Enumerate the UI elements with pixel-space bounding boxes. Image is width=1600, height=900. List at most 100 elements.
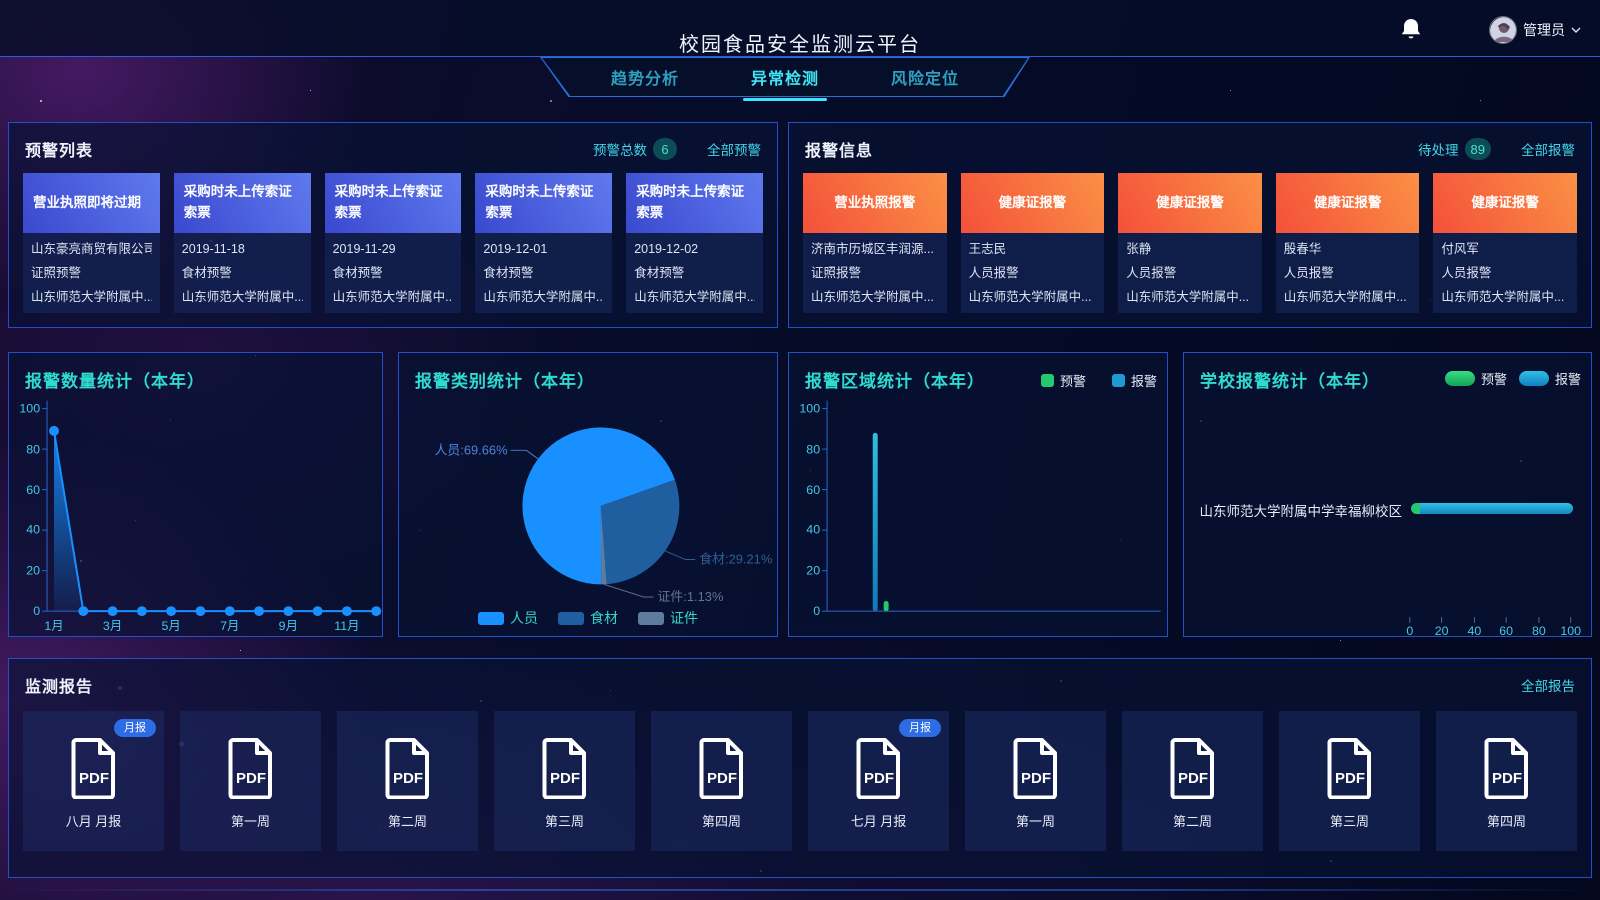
report-card[interactable]: PDF 第二周 — [337, 711, 478, 851]
report-card[interactable]: 月报 PDF 八月 月报 — [23, 711, 164, 851]
alarm-panel-title: 报警信息 — [805, 143, 874, 160]
app-header: 校园食品安全监测云平台 管理员 — [0, 0, 1600, 57]
alarm-count-chart-panel: 报警数量统计（本年） 0 20 40 60 80 100 1月 — [8, 352, 383, 637]
warning-card-line2: 证照预警 — [31, 266, 82, 280]
monthly-badge: 月报 — [114, 719, 156, 737]
main-tabs: 趋势分析 异常检测 风险定位 — [540, 57, 1030, 101]
user-name: 管理员 — [1523, 22, 1565, 38]
svg-text:PDF: PDF — [236, 770, 266, 787]
svg-text:80: 80 — [26, 442, 40, 456]
report-card[interactable]: PDF 第三周 — [494, 711, 635, 851]
warning-card-title: 采购时未上传索证索票 — [626, 173, 763, 233]
alarm-card-line1: 济南市历城区丰润源... — [811, 242, 934, 256]
alarm-card[interactable]: 健康证报警 殷春华 人员报警 山东师范大学附属中... — [1275, 173, 1420, 313]
warning-card-title: 采购时未上传索证索票 — [324, 173, 462, 233]
legend-label: 报警 — [1130, 374, 1157, 389]
pie-legend: 人员 食材 证件 — [399, 608, 777, 628]
report-card[interactable]: PDF 第二周 — [1122, 711, 1263, 851]
svg-text:0: 0 — [33, 604, 40, 618]
svg-text:PDF: PDF — [1021, 770, 1051, 787]
legend-item-warning[interactable]: 预警 — [1040, 371, 1086, 390]
school-alarm-chart-panel: 学校报警统计（本年） 预警 报警 山东师范大学附属中学幸福柳校区 0 20 40… — [1183, 352, 1592, 637]
alarm-category-chart-panel: 报警类别统计（本年） 人员:69.66% 食材:29.21% 证件:1.13% … — [398, 352, 778, 637]
alarm-card[interactable]: 健康证报警 付风军 人员报警 山东师范大学附属中... — [1433, 173, 1577, 313]
svg-text:PDF: PDF — [393, 770, 423, 787]
legend-item-alarm[interactable]: 报警 — [1518, 369, 1581, 388]
alarm-card[interactable]: 健康证报警 王志民 人员报警 山东师范大学附属中... — [960, 173, 1105, 313]
report-label: 八月 月报 — [65, 814, 122, 829]
warning-card[interactable]: 采购时未上传索证索票 2019-12-01 食材预警 山东师范大学附属中... — [475, 173, 613, 313]
all-warnings-link[interactable]: 全部预警 — [707, 143, 761, 158]
warning-card-line3: 山东师范大学附属中... — [634, 290, 755, 304]
alarm-card-line2: 证照报警 — [811, 266, 862, 280]
alarm-card-line3: 山东师范大学附属中... — [1283, 290, 1407, 304]
pdf-icon: PDF — [71, 738, 115, 799]
svg-text:PDF: PDF — [1335, 770, 1365, 787]
tab-risk-location[interactable]: 风险定位 — [891, 71, 960, 88]
report-card[interactable]: PDF 第一周 — [180, 711, 321, 851]
warning-card[interactable]: 采购时未上传索证索票 2019-12-02 食材预警 山东师范大学附属中... — [626, 173, 763, 313]
alarm-card-title: 营业执照报警 — [803, 173, 947, 233]
alarm-count-area-chart: 0 20 40 60 80 100 1月 3月 5月 7月 9月 11月 — [19, 400, 382, 633]
legend-item-personnel[interactable]: 人员 — [478, 608, 538, 628]
pdf-icon: PDF — [1170, 738, 1214, 799]
svg-text:9月: 9月 — [279, 619, 298, 633]
alarm-card-line1: 张静 — [1126, 242, 1152, 256]
tab-anomaly-detection-label: 异常检测 — [750, 71, 819, 88]
warning-card-line1: 2019-12-01 — [483, 242, 548, 256]
user-menu[interactable]: 管理员 — [1489, 14, 1581, 46]
alarm-card-line1: 付风军 — [1441, 242, 1479, 256]
warning-count-badge: 6 — [653, 138, 677, 160]
alarm-region-chart-panel: 报警区域统计（本年） 预警 报警 0 20 40 60 80 100 — [788, 352, 1168, 637]
all-reports-link[interactable]: 全部报告 — [1521, 679, 1575, 694]
svg-text:20: 20 — [806, 563, 820, 577]
tab-trend-analysis[interactable]: 趋势分析 — [610, 71, 679, 88]
region-chart-legend: 预警 报警 — [1040, 371, 1157, 390]
bar-segment-warning — [1411, 503, 1420, 514]
report-card[interactable]: PDF 第四周 — [651, 711, 792, 851]
pdf-icon: PDF — [228, 738, 272, 799]
report-card[interactable]: PDF 第三周 — [1279, 711, 1420, 851]
report-card[interactable]: 月报 PDF 七月 月报 — [808, 711, 949, 851]
legend-item-certificates[interactable]: 证件 — [638, 608, 698, 628]
alarm-card[interactable]: 营业执照报警 济南市历城区丰润源... 证照报警 山东师范大学附属中... — [803, 173, 947, 313]
legend-item-alarm[interactable]: 报警 — [1111, 371, 1157, 390]
monitoring-reports-panel: 监测报告 全部报告 月报 PDF 八月 月报 PDF 第一周 — [8, 658, 1592, 878]
alarm-card-line1: 殷春华 — [1283, 242, 1322, 256]
alarm-card-title: 健康证报警 — [1118, 173, 1262, 233]
legend-item-ingredients[interactable]: 食材 — [558, 608, 618, 628]
warning-card[interactable]: 采购时未上传索证索票 2019-11-18 食材预警 山东师范大学附属中... — [173, 173, 311, 313]
avatar — [1489, 16, 1517, 44]
warning-card-title: 营业执照即将过期 — [23, 173, 160, 233]
svg-text:60: 60 — [26, 483, 40, 497]
legend-label: 报警 — [1554, 372, 1581, 387]
alarm-card-title: 健康证报警 — [1275, 173, 1420, 233]
warning-panel-title: 预警列表 — [25, 143, 94, 160]
legend-swatch — [638, 611, 664, 625]
alarm-info-panel: 报警信息 待处理 89 全部报警 营业执照报警 济南市历城区丰润源... 证照报… — [788, 122, 1592, 328]
all-alarms-link[interactable]: 全部报警 — [1521, 143, 1575, 158]
svg-text:PDF: PDF — [550, 770, 580, 787]
warning-card-line2: 食材预警 — [332, 266, 383, 280]
legend-label: 证件 — [670, 610, 698, 626]
report-card[interactable]: PDF 第四周 — [1436, 711, 1577, 851]
legend-item-warning[interactable]: 预警 — [1444, 369, 1507, 388]
report-label: 第三周 — [1329, 814, 1369, 829]
alarm-card[interactable]: 健康证报警 张静 人员报警 山东师范大学附属中... — [1118, 173, 1262, 313]
alarm-count-chart-title: 报警数量统计（本年） — [25, 372, 205, 391]
alarm-region-bar-chart: 0 20 40 60 80 100 — [799, 400, 1161, 618]
alarm-card-line1: 王志民 — [968, 242, 1007, 256]
svg-text:40: 40 — [1467, 624, 1481, 636]
report-card[interactable]: PDF 第一周 — [965, 711, 1106, 851]
svg-text:7月: 7月 — [220, 619, 239, 633]
legend-swatch-green — [1040, 374, 1054, 387]
warning-card-line1: 2019-11-29 — [332, 242, 396, 256]
warning-card[interactable]: 营业执照即将过期 山东豪亮商贸有限公司 证照预警 山东师范大学附属中... — [23, 173, 160, 313]
notification-bell-icon[interactable] — [1400, 17, 1422, 41]
pdf-icon: PDF — [385, 738, 429, 799]
warning-card[interactable]: 采购时未上传索证索票 2019-11-29 食材预警 山东师范大学附属中... — [324, 173, 462, 313]
tab-anomaly-detection[interactable]: 异常检测 — [742, 59, 827, 101]
page-title: 校园食品安全监测云平台 — [679, 34, 921, 56]
active-tab-underline — [742, 98, 827, 101]
svg-text:100: 100 — [1560, 624, 1581, 636]
